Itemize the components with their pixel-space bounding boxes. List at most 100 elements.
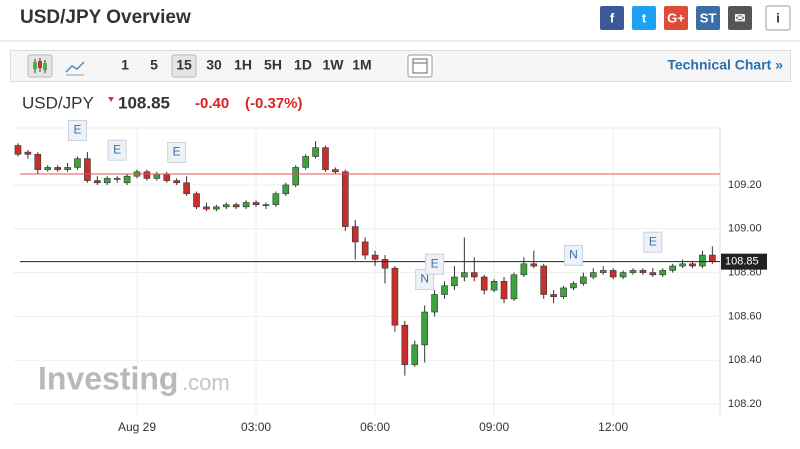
candle-body	[84, 158, 91, 181]
candle-body	[213, 206, 220, 210]
candle-body	[570, 283, 577, 289]
candle-body	[659, 270, 667, 276]
social-label: ST	[700, 10, 717, 25]
social-label: ✉	[735, 10, 746, 25]
y-tick-label: 109.00	[728, 223, 762, 235]
candle-body	[322, 147, 329, 170]
candle-body	[590, 272, 597, 278]
candle-body	[510, 274, 518, 300]
candle-body	[500, 281, 508, 300]
x-tick-label: Aug 29	[118, 420, 156, 434]
price: 108.85	[118, 93, 170, 112]
candle-body	[580, 276, 587, 284]
event-label: N	[569, 248, 578, 262]
event-marker[interactable]	[67, 119, 87, 141]
candle-body	[441, 285, 448, 295]
candle-body	[252, 202, 260, 205]
candle-body	[232, 204, 240, 208]
event-marker[interactable]	[425, 253, 445, 275]
candle-body	[64, 167, 71, 170]
candle-body	[639, 270, 647, 273]
candle-body	[54, 167, 61, 170]
interval-button[interactable]: 30	[206, 57, 222, 73]
candle-body	[619, 272, 627, 278]
social-icon[interactable]	[664, 6, 688, 30]
candle-body	[411, 344, 419, 365]
candle-body	[272, 193, 280, 205]
event-label: E	[649, 234, 657, 248]
candle-body	[421, 311, 428, 346]
interval-button[interactable]: 5H	[264, 57, 282, 73]
candle-body	[103, 178, 111, 184]
interval-button[interactable]: 1H	[234, 57, 252, 73]
toolbar	[10, 50, 791, 82]
event-label: N	[420, 272, 429, 286]
title: USD/JPY Overview	[20, 7, 191, 28]
candle-body	[371, 254, 379, 260]
symbol: USD/JPY	[22, 93, 94, 112]
watermark-suffix: .com	[182, 370, 230, 395]
interval-button[interactable]: 1D	[294, 57, 312, 73]
candle-body	[470, 272, 478, 278]
candle-body	[530, 263, 538, 267]
x-tick-label: 03:00	[241, 420, 271, 434]
candle-body	[689, 263, 696, 267]
y-tick-label: 108.20	[728, 398, 762, 410]
candle-body	[282, 184, 290, 195]
event-marker[interactable]	[107, 139, 127, 161]
candle-body	[351, 226, 359, 243]
candle-body	[560, 287, 567, 297]
candle-body	[203, 206, 210, 210]
candle-body	[173, 180, 180, 184]
candle-body	[550, 294, 557, 297]
watermark-brand: Investing	[38, 360, 178, 396]
line-button[interactable]	[65, 61, 85, 73]
candle-body	[649, 272, 657, 276]
y-tick-label: 109.20	[728, 179, 762, 191]
candle-body	[381, 259, 389, 269]
settings-button[interactable]	[407, 54, 433, 78]
interval-button[interactable]: 1M	[352, 57, 371, 73]
candle-body	[451, 276, 458, 287]
x-tick-label: 06:00	[360, 420, 390, 434]
social-icon[interactable]	[632, 6, 656, 30]
change: -0.40	[195, 95, 229, 112]
candle-body	[143, 171, 151, 179]
candle-body	[461, 272, 468, 278]
social-icon[interactable]	[765, 5, 791, 31]
candle-body	[94, 180, 101, 184]
candle-body	[44, 167, 52, 170]
interval-button[interactable]: 5	[150, 57, 158, 73]
event-marker[interactable]	[167, 141, 187, 163]
candle-body	[242, 202, 250, 208]
interval-active	[171, 54, 197, 78]
interval-button[interactable]: 1W	[323, 57, 345, 73]
event-marker[interactable]	[563, 244, 583, 266]
candle-body	[312, 147, 319, 157]
candle-body	[113, 178, 121, 180]
social-icon[interactable]	[600, 6, 624, 30]
candle-body	[699, 254, 706, 267]
social-label: G+	[667, 10, 685, 25]
candle-body	[629, 270, 637, 273]
candle-body	[14, 145, 22, 155]
social-icon[interactable]	[728, 6, 752, 30]
price-tag	[721, 253, 767, 270]
candle-body	[679, 263, 686, 267]
candle-body	[153, 173, 161, 179]
social-icon[interactable]	[696, 6, 720, 30]
candle-body	[193, 193, 200, 208]
candle-body	[74, 158, 81, 168]
technical-chart-link[interactable]: Technical Chart »	[667, 57, 783, 73]
event-label: E	[113, 142, 121, 156]
interval-button[interactable]: 15	[176, 57, 192, 73]
candle-body	[391, 267, 399, 326]
x-tick-label: 12:00	[598, 420, 628, 434]
interval-button[interactable]: 1	[121, 57, 129, 73]
candle-body	[222, 204, 230, 208]
down-arrow	[108, 97, 114, 102]
event-marker[interactable]	[643, 231, 663, 253]
event-label: E	[431, 256, 439, 270]
y-tick-label: 108.60	[728, 310, 762, 322]
